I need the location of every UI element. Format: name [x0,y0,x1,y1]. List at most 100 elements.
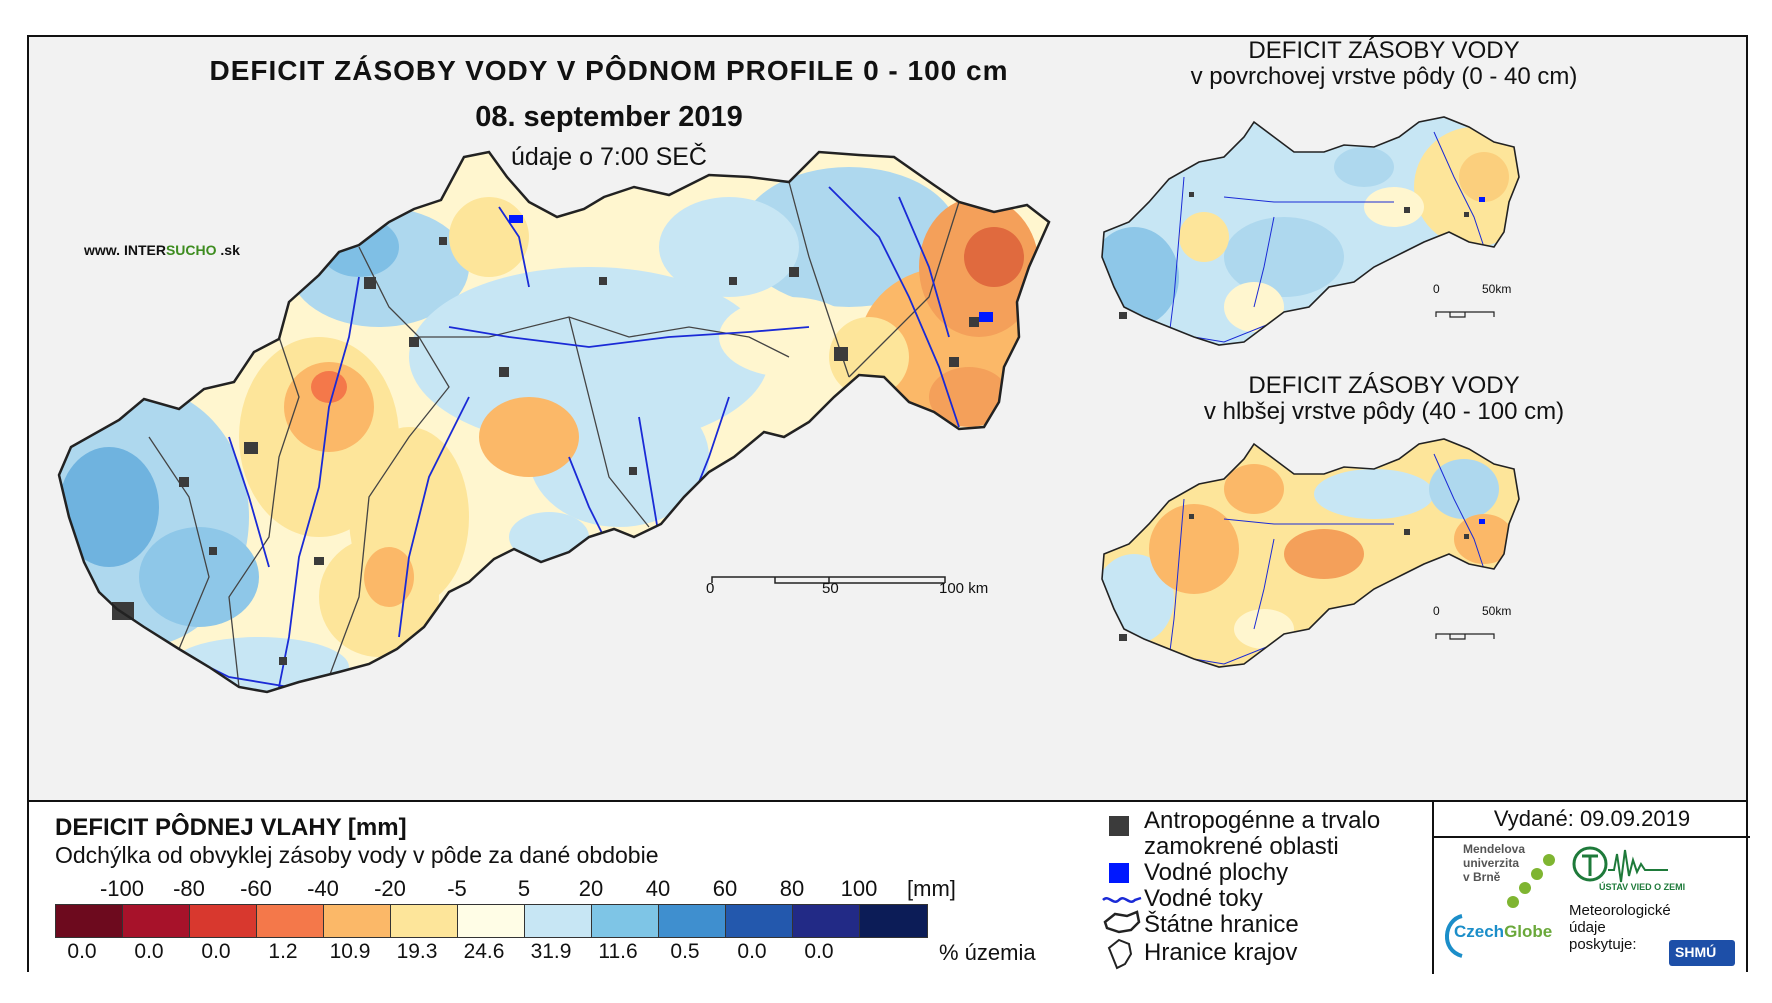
legend-percent: 0.0 [67,940,97,963]
shmu-logo [1669,940,1735,966]
legend-color-swatch [659,905,726,937]
main-scale-50: 50 [822,580,839,597]
website-brand-a: INTER [123,242,166,258]
map-title: DEFICIT ZÁSOBY VODY V PÔDNOM PROFILE 0 -… [209,55,1009,86]
legend-tick: 80 [779,876,805,901]
main-scale-bar [711,576,946,584]
legend-color-swatch [56,905,123,937]
meteo-line-3: poskytuje: [1569,936,1637,953]
legend-color-bar [55,904,928,938]
river-icon [1102,896,1142,903]
legend-percent: 0.0 [737,940,767,963]
legend-anthropogenic: Antropogénne a trvalo [1144,807,1381,834]
main-scale-0: 0 [706,580,715,597]
legend-percent: 24.6 [463,940,505,963]
legend-color-swatch [391,905,458,937]
legend-color-swatch [190,905,257,937]
czechglobe-part-b: Globe [1504,922,1553,941]
legend-percent: 0.0 [201,940,231,963]
surface-map-subtitle: v povrchovej vrstve pôdy (0 - 40 cm) [1190,63,1578,90]
mendel-dots-icon [1507,854,1555,908]
legend-color-swatch [726,905,793,937]
mendel-logo: Mendelova univerzita v Brně [1463,842,1525,884]
website-suffix: .sk [220,242,240,258]
mendel-line-3: v Brně [1463,870,1501,884]
map-frame: DEFICIT ZÁSOBY VODY V PÔDNOM PROFILE 0 -… [27,35,1750,974]
legend-percent: 0.0 [804,940,834,963]
meteo-line-1: Meteorologické [1569,902,1671,919]
legend-tick: -60 [240,876,272,901]
mendel-line-1: Mendelova [1463,842,1526,856]
legend-tick: -80 [173,876,205,901]
legend-ticks: -100 -80 -60 -40 -20 -5 5 20 40 60 80 10… [55,876,935,902]
legend-tick: -5 [447,876,467,901]
website-brand-b: SUCHO [165,242,217,258]
deep-map-subtitle: v hlbšej vrstve pôdy (40 - 100 cm) [1203,398,1565,425]
legend-tick: 60 [712,876,738,901]
region-border-icon [1107,938,1133,970]
legend-title: DEFICIT PÔDNEJ VLAHY [mm] [55,814,407,841]
symbols-legend-icons [1102,816,1142,970]
czechglobe-logo: CzechGlobe [1454,922,1552,942]
legend-tick: -20 [374,876,406,901]
uvz-logo-icon [1572,846,1668,883]
state-border-icon [1103,910,1141,934]
legend-color-swatch [860,905,927,937]
surface-scale-50: 50km [1482,282,1512,296]
website-label: www. INTERSUCHO .sk [84,242,240,258]
legend-tick: 20 [578,876,604,901]
map-time: údaje o 7:00 SEČ [511,143,707,171]
legend-percent: 10.9 [329,940,371,963]
legend-percent: 31.9 [530,940,572,963]
meteo-label: Meteorologické údaje poskytuje: [1569,902,1671,953]
legend-panel: DEFICIT PÔDNEJ VLAHY [mm] Odchýlka od ob… [29,800,1750,974]
legend-tick: 100 [840,876,878,901]
legend-percent: 19.3 [396,940,438,963]
legend-color-swatch [458,905,525,937]
website-prefix: www. [84,242,121,258]
legend-color-swatch [324,905,391,937]
legend-region-border: Hranice krajov [1144,939,1298,966]
mendel-line-2: univerzita [1463,856,1520,870]
map-date: 08. september 2019 [475,101,743,133]
legend-anthropogenic-2: zamokrené oblasti [1144,833,1339,860]
water-body-icon [1109,863,1129,883]
legend-color-swatch [525,905,592,937]
legend-tick: 40 [645,876,671,901]
legend-percentages: 0.0 0.0 0.0 1.2 10.9 19.3 24.6 31.9 11.6… [55,940,935,966]
surface-scale-0: 0 [1433,282,1440,296]
legend-water-bodies: Vodné plochy [1144,859,1289,886]
legend-percent: 11.6 [598,940,638,963]
legend-subtitle: Odchýlka od obvyklej zásoby vody v pôde … [55,842,659,868]
legend-color-swatch [257,905,324,937]
deep-scale-0: 0 [1433,604,1440,618]
deep-map-title: DEFICIT ZÁSOBY VODY [1248,372,1520,399]
legend-tick: -40 [307,876,339,901]
czechglobe-part-a: Czech [1454,922,1505,941]
legend-color-swatch [592,905,659,937]
legend-unit: [mm] [907,876,956,901]
deep-map [1101,438,1520,668]
map-area: DEFICIT ZÁSOBY VODY V PÔDNOM PROFILE 0 -… [29,37,1746,800]
legend-color-swatch [793,905,860,937]
legend-tick: -100 [99,876,145,901]
legend-state-border: Štátne hranice [1144,911,1299,938]
legend-percent-label: % územia [939,940,1036,965]
surface-map [1101,116,1520,346]
meteo-line-2: údaje [1569,919,1606,936]
issued-date: Vydané: 09.09.2019 [1434,802,1750,838]
shmu-label: SHMÚ [1675,944,1717,960]
main-map [57,150,1051,694]
legend-tick: 5 [517,876,531,901]
main-scale-100: 100 km [939,580,989,597]
legend-divider [1432,802,1434,974]
legend-percent: 0.0 [134,940,164,963]
legend-color-swatch [123,905,190,937]
surface-map-title: DEFICIT ZÁSOBY VODY [1248,37,1520,64]
legend-rivers: Vodné toky [1144,885,1263,912]
czechglobe-arc-icon [1445,914,1463,958]
legend-percent: 0.5 [670,940,700,963]
deep-scale-50: 50km [1482,604,1512,618]
anthropogenic-icon [1109,816,1129,836]
legend-percent: 1.2 [268,940,298,963]
